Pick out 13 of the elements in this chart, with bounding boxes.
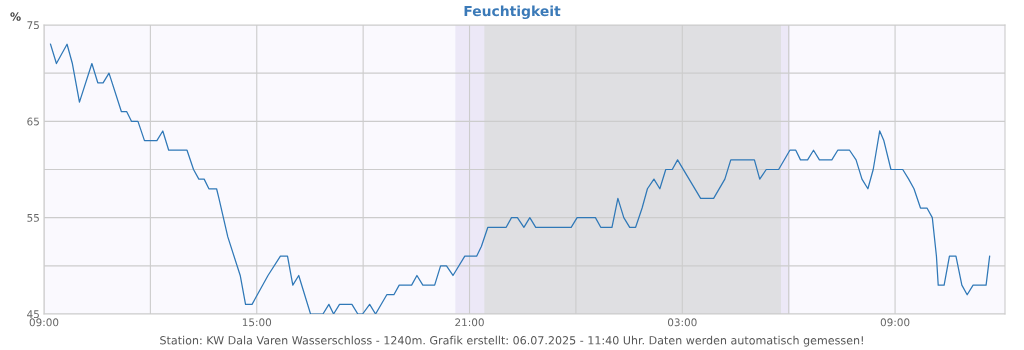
- x-tick-label: 09:00: [29, 318, 59, 327]
- y-tick-label: 75: [27, 21, 39, 30]
- line-series: [49, 43, 991, 314]
- y-axis-title: %: [10, 12, 21, 21]
- text: Station: KW Dala Varen Wasserschloss - 1240m. Grafik erstellt: 06.07.2025 - 11:40 Uhr. Daten werden automatisch gemessen!: [160, 335, 863, 347]
- x-tick-label: 15:00: [242, 318, 272, 327]
- x-tick-label: 09:00: [880, 318, 910, 327]
- y-tick-label: 65: [27, 117, 39, 126]
- chart-title: Feuchtigkeit: [464, 5, 561, 20]
- y-tick-label: 55: [27, 214, 39, 222]
- x-tick-label: 03:00: [667, 318, 697, 327]
- x-tick-label: 21:00: [455, 318, 484, 327]
- y-tick-label: 45: [27, 310, 39, 319]
